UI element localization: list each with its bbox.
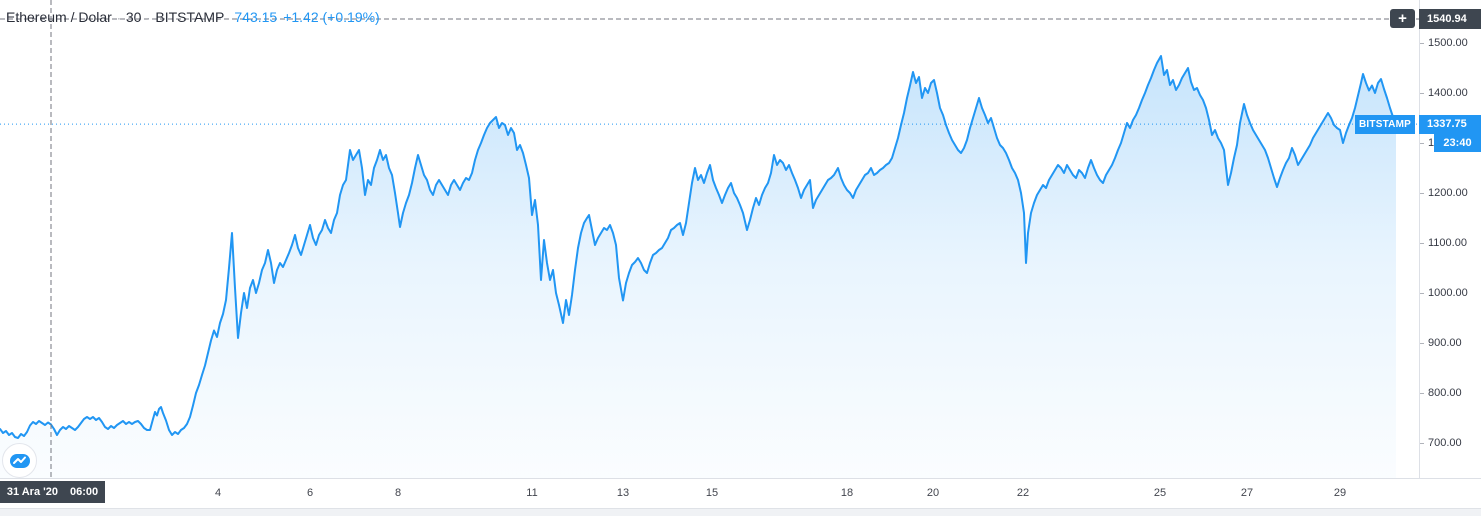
price-tick-label: 700.00	[1428, 437, 1462, 449]
logo-watermark	[2, 443, 37, 478]
price-line	[0, 55, 1397, 439]
price-tick-mark	[1420, 443, 1424, 444]
current-price-badge: 1337.75	[1419, 114, 1481, 134]
price-tick-mark	[1420, 43, 1424, 44]
price-change-value: +1.42 (+0.19%)	[283, 9, 380, 25]
price-tick-label: 1100.00	[1428, 237, 1467, 249]
plus-icon: +	[1398, 10, 1407, 27]
legend-separator: ·	[116, 11, 121, 25]
price-tick-label: 900.00	[1428, 337, 1462, 349]
symbol-legend: Ethereum / Dolar · 30 · BITSTAMP 743.15 +1.42 …	[6, 9, 386, 25]
price-tick-mark	[1420, 93, 1424, 94]
time-tick-label: 13	[616, 487, 630, 499]
bottom-toolbar-strip	[0, 508, 1481, 516]
price-tick-mark	[1420, 393, 1424, 394]
crosshair-date-label: 31 Ara '20	[6, 486, 58, 498]
time-axis[interactable]: 31 Ara '20 06:00 4 6 8 11 13 15 18 20 22 25 27 29	[0, 478, 1481, 509]
time-tick-label: 8	[394, 487, 402, 499]
time-tick-label: 22	[1016, 487, 1030, 499]
price-tick-mark	[1420, 343, 1424, 344]
price-tick-mark	[1420, 193, 1424, 194]
symbol-name[interactable]: Ethereum / Dolar	[6, 9, 112, 25]
time-tick-label: 25	[1153, 487, 1167, 499]
plus-button[interactable]: +	[1390, 9, 1415, 28]
price-area	[0, 56, 1396, 478]
chart-pane[interactable]	[0, 0, 1419, 478]
price-tick-mark	[1420, 293, 1424, 294]
time-tick-label: 20	[926, 487, 940, 499]
time-tick-label: 4	[214, 487, 222, 499]
crosshair-price-badge: 1540.94	[1419, 9, 1481, 29]
price-tick-label: 1400.00	[1428, 87, 1468, 99]
exchange-label[interactable]: BITSTAMP	[155, 9, 225, 25]
legend-separator: ·	[146, 11, 151, 25]
chart-logo-icon	[9, 453, 30, 468]
time-tick-label: 6	[306, 487, 314, 499]
time-tick-label: 11	[526, 487, 538, 499]
last-price-value: 743.15	[234, 9, 278, 25]
crosshair-time-label: 06:00	[70, 486, 99, 498]
price-tick-label: 1000.00	[1428, 287, 1468, 299]
price-tick-label: 1500.00	[1428, 37, 1468, 49]
price-tick-mark	[1420, 143, 1424, 144]
time-tick-label: 27	[1240, 487, 1254, 499]
exchange-price-label-badge: BITSTAMP	[1355, 114, 1415, 134]
crosshair-time-badge: 31 Ara '20 06:00	[0, 481, 105, 503]
time-tick-label: 15	[705, 487, 719, 499]
price-tick-mark	[1420, 243, 1424, 244]
price-axis[interactable]: 1500.001400.001300.001200.001100.001000.…	[1419, 0, 1481, 478]
time-tick-label: 29	[1333, 487, 1347, 499]
countdown-badge: 23:40	[1434, 133, 1481, 152]
time-tick-label: 18	[840, 487, 854, 499]
price-tick-label: 800.00	[1428, 387, 1462, 399]
interval-label[interactable]: 30	[125, 9, 142, 25]
price-tick-label: 1200.00	[1428, 187, 1468, 199]
